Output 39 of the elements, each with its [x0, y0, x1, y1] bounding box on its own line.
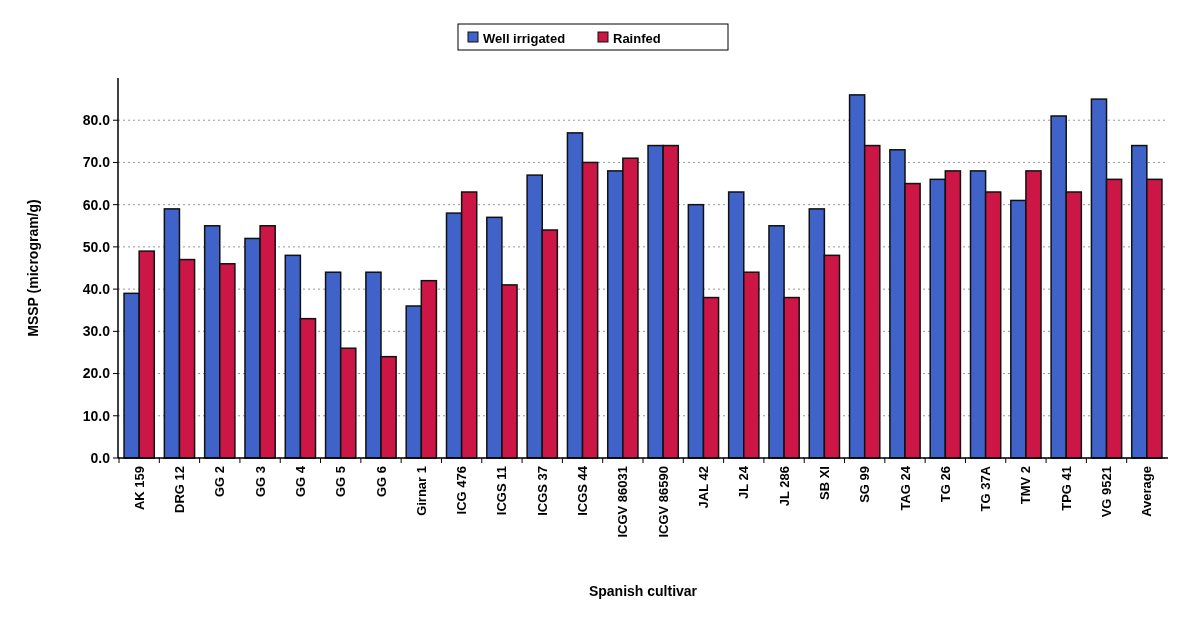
y-tick-label: 80.0	[82, 112, 111, 129]
x-tick-label: DRG 12	[172, 466, 188, 513]
x-tick-label: ICGV 86590	[655, 466, 671, 538]
x-tick-label: ICGS 44	[575, 465, 591, 516]
x-tick-label: ICGS 11	[494, 466, 510, 516]
x-tick-label: AK 159	[131, 466, 147, 511]
y-axis-title: MSSP (microgram/g)	[25, 199, 41, 337]
x-tick-label: TAG 24	[897, 465, 913, 511]
x-axis-title: Spanish cultivar	[588, 583, 698, 599]
x-tick-label: ICGS 37	[534, 466, 550, 516]
legend-label: Well irrigated	[483, 30, 566, 46]
y-tick-label: 40.0	[82, 281, 111, 298]
x-tick-label: VG 9521	[1099, 466, 1115, 518]
x-tick-label: ICGV 86031	[615, 466, 631, 538]
legend-label: Rainfed	[613, 30, 661, 46]
y-tick-label: 20.0	[82, 365, 111, 382]
x-tick-label: TMV 2	[1018, 466, 1034, 505]
x-tick-label: ICG 476	[454, 466, 470, 515]
x-tick-label: Average	[1139, 466, 1155, 517]
x-tick-label: Girnar 1	[413, 466, 429, 516]
x-tick-label: TG 37A	[978, 465, 994, 512]
y-tick-label: 60.0	[82, 196, 111, 213]
y-tick-label: 10.0	[82, 407, 111, 424]
x-tick-label: TG 26	[937, 466, 953, 503]
x-tick-label: JL 24	[736, 465, 752, 500]
y-tick-label: 30.0	[82, 323, 111, 340]
y-tick-label: 50.0	[82, 238, 111, 255]
x-tick-label: GG 4	[292, 465, 308, 498]
x-tick-label: SB XI	[816, 466, 832, 500]
y-tick-label: 70.0	[82, 154, 111, 171]
x-tick-label: GG 2	[212, 466, 228, 498]
x-tick-label: TPG 41	[1058, 466, 1074, 511]
y-tick-label: 0.0	[90, 449, 111, 466]
x-tick-label: JAL 42	[696, 466, 712, 509]
x-tick-label: GG 6	[373, 466, 389, 498]
x-tick-label: GG 3	[252, 466, 268, 498]
x-tick-label: GG 5	[333, 466, 349, 498]
x-tick-label: SG 99	[857, 466, 873, 503]
x-tick-label: JL 286	[776, 466, 792, 507]
